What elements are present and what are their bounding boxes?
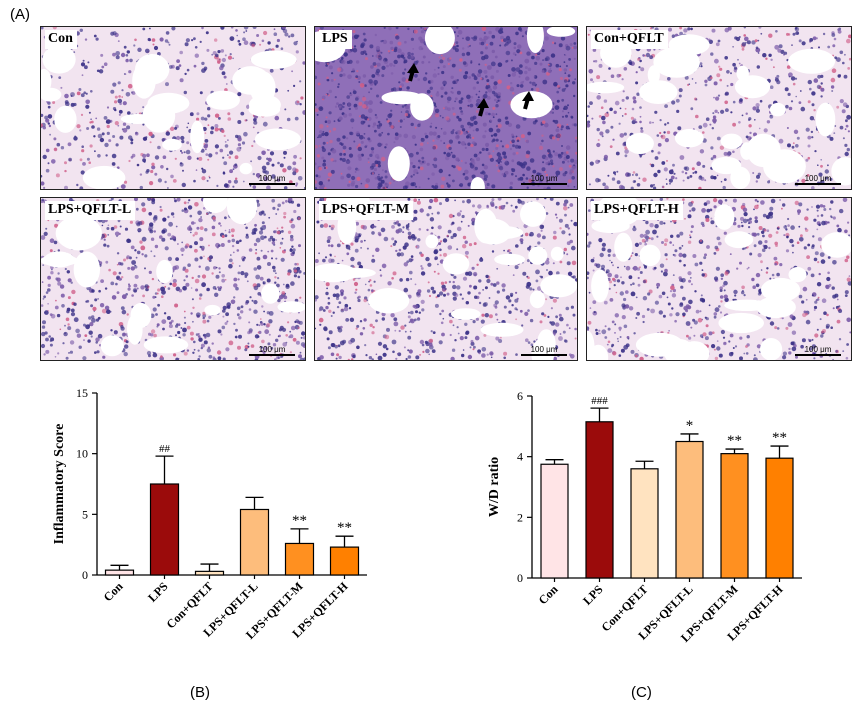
scale-bar-label: 100 μm bbox=[804, 345, 832, 354]
scale-bar: 100 μm bbox=[521, 174, 567, 185]
x-tick-label: LPS bbox=[580, 582, 606, 608]
tissue-image bbox=[587, 27, 851, 189]
y-tick-label: 10 bbox=[76, 447, 88, 461]
bar bbox=[284, 542, 315, 576]
significance-label: * bbox=[686, 418, 694, 434]
y-tick-label: 2 bbox=[517, 510, 523, 524]
bar bbox=[239, 508, 270, 576]
scale-bar-label: 100 μm bbox=[530, 345, 558, 354]
bar bbox=[194, 570, 225, 576]
panel-a-label: (A) bbox=[10, 6, 30, 23]
x-tick-label: Con bbox=[536, 582, 561, 607]
y-tick-label: 0 bbox=[82, 568, 88, 582]
panel-c-label: (C) bbox=[631, 684, 652, 701]
bar bbox=[675, 440, 704, 579]
x-tick-label: Con bbox=[101, 579, 126, 604]
significance-label: ** bbox=[337, 520, 352, 536]
tissue-image bbox=[587, 198, 851, 360]
panel-b-label: (B) bbox=[190, 684, 210, 701]
bar bbox=[149, 483, 180, 576]
bar bbox=[104, 569, 135, 576]
scale-bar: 100 μm bbox=[249, 345, 295, 356]
scale-bar: 100 μm bbox=[249, 174, 295, 185]
y-tick-label: 0 bbox=[517, 571, 523, 585]
bar bbox=[765, 457, 794, 579]
tissue-image bbox=[41, 27, 305, 189]
scale-bar-label: 100 μm bbox=[530, 174, 558, 183]
y-tick-label: 15 bbox=[76, 386, 88, 400]
y-axis-title: Inflammatory Score bbox=[52, 424, 67, 545]
x-tick-label: LPS bbox=[145, 579, 171, 605]
scale-bar-line bbox=[521, 183, 567, 185]
micrograph-label: LPS+QFLT-H bbox=[591, 201, 683, 220]
scale-bar-line bbox=[249, 183, 295, 185]
y-tick-label: 6 bbox=[517, 389, 523, 403]
significance-label: ## bbox=[159, 443, 171, 455]
scale-bar: 100 μm bbox=[521, 345, 567, 356]
significance-label: ### bbox=[591, 395, 608, 407]
tissue-image bbox=[315, 27, 577, 189]
tissue-image bbox=[41, 198, 305, 360]
scale-bar-label: 100 μm bbox=[258, 345, 286, 354]
micrograph-tile: Con+QFLT 100 μm bbox=[586, 26, 852, 190]
bar bbox=[585, 421, 614, 579]
micrograph-label: LPS bbox=[319, 30, 352, 49]
bar bbox=[630, 468, 659, 579]
lesion-arrow-head bbox=[477, 98, 489, 108]
micrograph-tile: LPS+QFLT-L 100 μm bbox=[40, 197, 306, 361]
lesion-arrow-head bbox=[522, 91, 534, 101]
scale-bar-line bbox=[795, 354, 841, 356]
scale-bar-line bbox=[249, 354, 295, 356]
micrograph-label: Con bbox=[45, 30, 77, 49]
micrograph-tile: LPS+QFLT-M 100 μm bbox=[314, 197, 578, 361]
micrograph-tile: LPS+QFLT-H 100 μm bbox=[586, 197, 852, 361]
scale-bar: 100 μm bbox=[795, 174, 841, 185]
bar bbox=[720, 453, 749, 579]
scale-bar-line bbox=[795, 183, 841, 185]
bar bbox=[329, 546, 360, 576]
tissue-image bbox=[315, 198, 577, 360]
micrograph-tile: Con 100 μm bbox=[40, 26, 306, 190]
significance-label: ** bbox=[772, 430, 787, 446]
lesion-arrow-head bbox=[407, 63, 419, 73]
micrograph-tile: LPS 100 μm bbox=[314, 26, 578, 190]
micrograph-label: LPS+QFLT-M bbox=[319, 201, 414, 220]
scale-bar-label: 100 μm bbox=[804, 174, 832, 183]
micrograph-label: Con+QFLT bbox=[591, 30, 668, 49]
bar bbox=[540, 463, 569, 579]
scale-bar: 100 μm bbox=[795, 345, 841, 356]
scale-bar-label: 100 μm bbox=[258, 174, 286, 183]
y-axis-title: W/D ratio bbox=[487, 457, 502, 517]
significance-label: ** bbox=[727, 433, 742, 449]
significance-label: ** bbox=[292, 513, 307, 529]
y-tick-label: 4 bbox=[517, 450, 523, 464]
scale-bar-line bbox=[521, 354, 567, 356]
y-tick-label: 5 bbox=[82, 507, 88, 521]
micrograph-label: LPS+QFLT-L bbox=[45, 201, 136, 220]
